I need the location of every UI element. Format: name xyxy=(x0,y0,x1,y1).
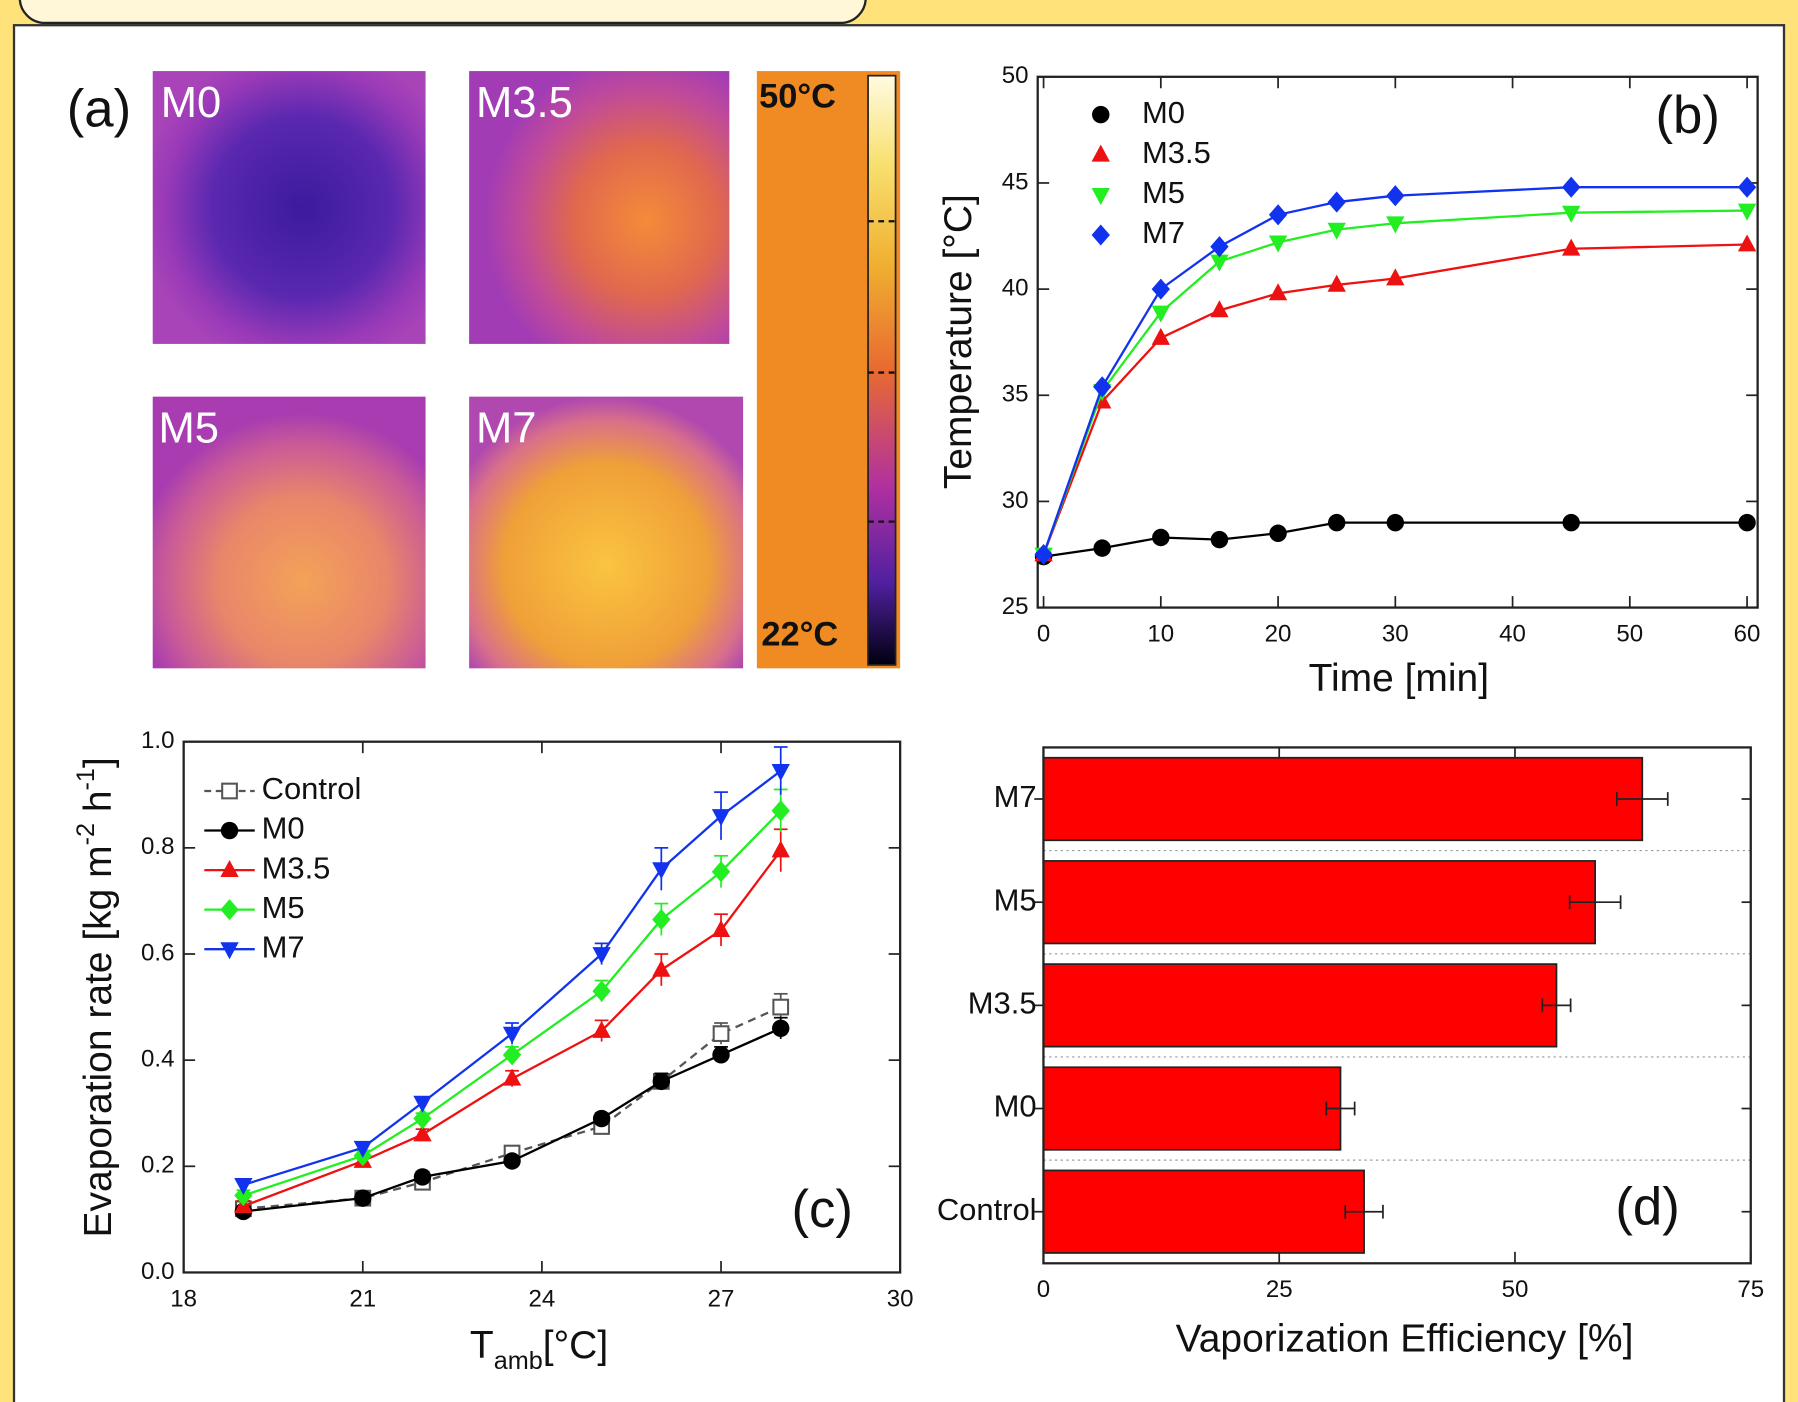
x-axis-label: Time [min] xyxy=(1309,657,1489,700)
legend-marker xyxy=(222,784,237,799)
y-axis-label: Temperature [°C] xyxy=(937,194,980,489)
y-tick-label: 0.6 xyxy=(141,939,174,966)
x-tick-label: 50 xyxy=(1502,1276,1529,1303)
x-tick-label: 40 xyxy=(1499,620,1526,647)
marker xyxy=(503,1152,520,1169)
x-tick-label: 50 xyxy=(1616,620,1643,647)
panel-label: (b) xyxy=(1655,86,1719,145)
image-label: M0 xyxy=(161,79,222,127)
x-axis-label: Vaporization Efficiency [%] xyxy=(1176,1318,1634,1361)
colorbar-min: 22°C xyxy=(761,615,838,653)
bar xyxy=(1043,1067,1340,1150)
legend-label: M3.5 xyxy=(1142,135,1211,170)
panel-label: (d) xyxy=(1615,1177,1679,1236)
y-axis-label-part: h xyxy=(77,790,120,822)
legend-label: M7 xyxy=(1142,215,1185,250)
y-tick-label: 40 xyxy=(1002,274,1029,301)
legend-marker xyxy=(221,822,238,839)
y-tick-label: 25 xyxy=(1002,593,1029,620)
y-tick-label: 1.0 xyxy=(141,727,174,754)
marker xyxy=(1152,529,1169,546)
bar xyxy=(1043,861,1595,944)
marker xyxy=(354,1189,371,1206)
image-label: M7 xyxy=(476,405,537,453)
legend-label: M5 xyxy=(262,890,305,925)
marker xyxy=(772,1020,789,1037)
y-tick-label: 0.8 xyxy=(141,833,174,860)
x-tick-label: 0 xyxy=(1037,620,1050,647)
legend-label: M7 xyxy=(262,929,305,964)
x-tick-label: 30 xyxy=(1382,620,1409,647)
image-label: M3.5 xyxy=(476,79,573,127)
marker xyxy=(593,1110,610,1127)
marker xyxy=(773,1000,788,1015)
legend-label: M5 xyxy=(1142,175,1185,210)
marker xyxy=(1269,525,1286,542)
marker xyxy=(1093,539,1110,556)
y-tick-label: 0.4 xyxy=(141,1046,174,1073)
marker xyxy=(1738,514,1755,531)
y-tick-label: 50 xyxy=(1002,62,1029,89)
legend-label: Control xyxy=(262,771,362,806)
bar xyxy=(1043,1170,1364,1253)
x-tick-label: 75 xyxy=(1737,1276,1764,1303)
marker xyxy=(1328,514,1345,531)
marker xyxy=(1387,514,1404,531)
marker xyxy=(714,1026,729,1041)
x-axis-label-part: T xyxy=(470,1324,494,1367)
legend-label: M0 xyxy=(1142,95,1185,130)
x-tick-label: 25 xyxy=(1266,1276,1293,1303)
colorbar-max: 50°C xyxy=(759,78,836,116)
y-tick-label: 30 xyxy=(1002,487,1029,514)
bar xyxy=(1043,964,1556,1047)
x-axis-label-part: amb xyxy=(494,1347,543,1375)
marker xyxy=(1562,514,1579,531)
marker xyxy=(712,1046,729,1063)
image-label: M5 xyxy=(158,405,219,453)
x-tick-label: 24 xyxy=(529,1285,556,1312)
y-tick-label: M5 xyxy=(994,882,1037,917)
x-tick-label: 30 xyxy=(887,1285,914,1312)
top-tab xyxy=(20,0,866,23)
x-tick-label: 0 xyxy=(1037,1276,1050,1303)
y-axis-label-part: -1 xyxy=(72,768,100,790)
marker xyxy=(414,1168,431,1185)
figure: (a) M0 M3.5 M5 M7 50°C 22°C 0 10 20 30 40 50 6… xyxy=(0,0,1798,1402)
panel-label: (c) xyxy=(791,1180,852,1239)
x-tick-label: 60 xyxy=(1734,620,1761,647)
y-axis-label-part: ] xyxy=(77,757,120,768)
y-tick-label: 45 xyxy=(1002,168,1029,195)
x-tick-label: 20 xyxy=(1265,620,1292,647)
marker xyxy=(653,1073,670,1090)
legend-marker xyxy=(1092,106,1109,123)
y-tick-label: 0.0 xyxy=(141,1258,174,1285)
x-axis-label-part: [°C] xyxy=(543,1324,608,1367)
x-tick-label: 18 xyxy=(170,1285,197,1312)
y-tick-label: M3.5 xyxy=(968,986,1037,1021)
y-tick-label: 0.2 xyxy=(141,1152,174,1179)
x-tick-label: 21 xyxy=(349,1285,376,1312)
y-tick-label: 35 xyxy=(1002,381,1029,408)
y-axis-label-part: -2 xyxy=(72,823,100,845)
x-tick-label: 10 xyxy=(1147,620,1174,647)
y-tick-label: Control xyxy=(937,1192,1037,1227)
y-tick-label: M7 xyxy=(994,779,1037,814)
bar xyxy=(1043,758,1642,841)
panel-label: (a) xyxy=(67,79,131,138)
legend-label: M3.5 xyxy=(262,850,331,885)
colorbar xyxy=(868,76,896,665)
legend-label: M0 xyxy=(262,811,305,846)
page: {"panel_a": {"label": "(a)", "images": [… xyxy=(0,0,1798,1402)
marker xyxy=(1211,531,1228,548)
y-axis-label-part: Evaporation rate [kg m xyxy=(77,845,120,1237)
y-tick-label: M0 xyxy=(994,1089,1037,1124)
x-tick-label: 27 xyxy=(708,1285,735,1312)
